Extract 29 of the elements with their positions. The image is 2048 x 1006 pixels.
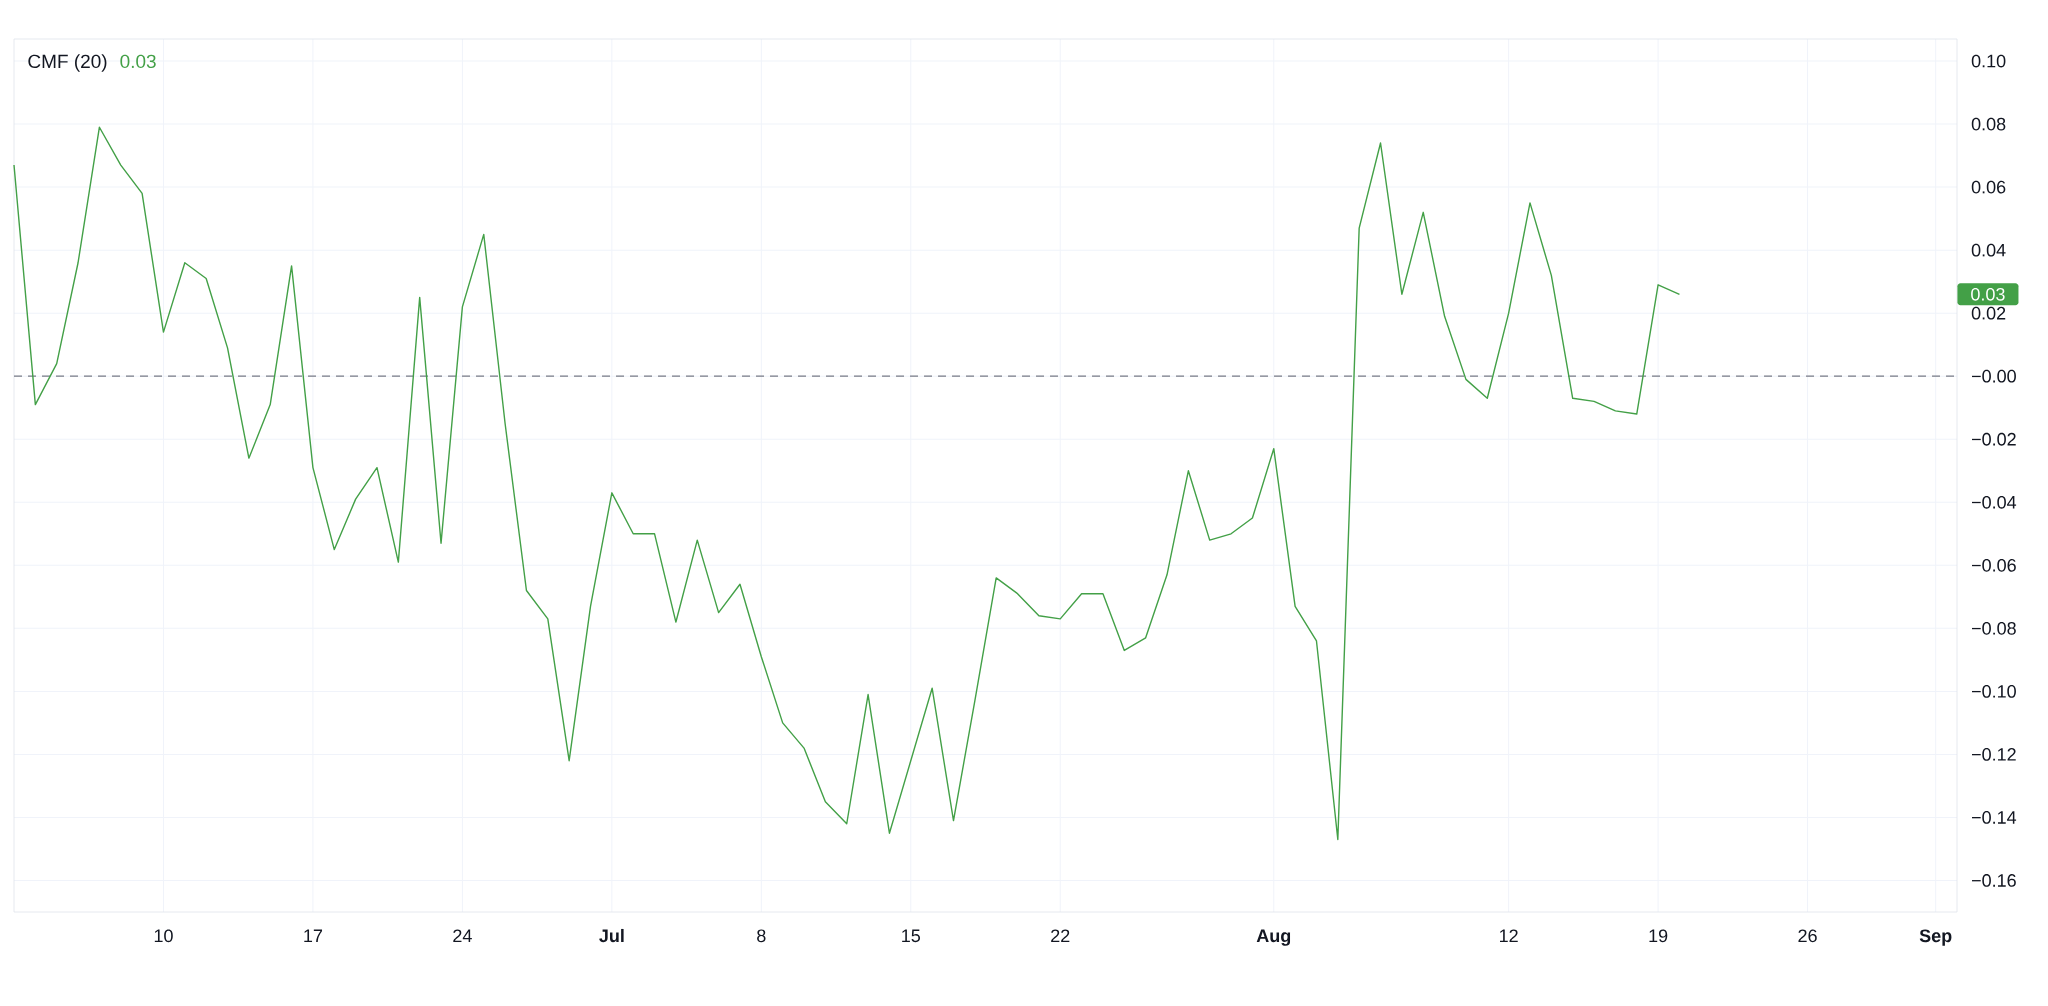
x-tick-label: Jul — [599, 928, 624, 943]
x-tick-label: 19 — [1649, 929, 1668, 943]
y-tick-label: 0.02 — [1971, 306, 2006, 320]
y-tick-label: 0.08 — [1971, 117, 2006, 131]
x-tick-label: 17 — [304, 929, 323, 942]
x-tick-label: 10 — [154, 929, 173, 943]
y-tick-label: 0.10 — [1971, 54, 2006, 68]
y-tick-label: 0.06 — [1971, 180, 2006, 194]
y-tick-label: −0.06 — [1971, 558, 2016, 572]
annotation: 0.03 — [120, 54, 156, 69]
y-tick-label: −0.02 — [1971, 432, 2016, 446]
y-tick-label: −0.12 — [1971, 748, 2016, 761]
y-tick-label: −0.04 — [1971, 495, 2017, 509]
y-tick-label: −0.10 — [1971, 685, 2016, 698]
y-tick-label: −0.00 — [1971, 369, 2016, 383]
x-tick-label: 22 — [1051, 929, 1070, 942]
y-tick-label: −0.08 — [1971, 621, 2016, 635]
x-tick-label: 12 — [1500, 929, 1518, 942]
y-tick-label: −0.16 — [1971, 874, 2016, 887]
text: 0.03 — [1971, 287, 2005, 301]
x-tick-label: Aug — [1256, 929, 1291, 946]
y-tick-label: 0.04 — [1971, 243, 2006, 257]
x-tick-label: 26 — [1798, 929, 1817, 943]
x-tick-label: 8 — [757, 929, 766, 943]
x-tick-label: 15 — [902, 929, 921, 943]
x-tick-label: Sep — [1919, 929, 1952, 946]
y-tick-label: −0.14 — [1971, 811, 2017, 824]
x-tick-label: 24 — [453, 929, 472, 942]
text: CMF (20) — [28, 54, 107, 72]
